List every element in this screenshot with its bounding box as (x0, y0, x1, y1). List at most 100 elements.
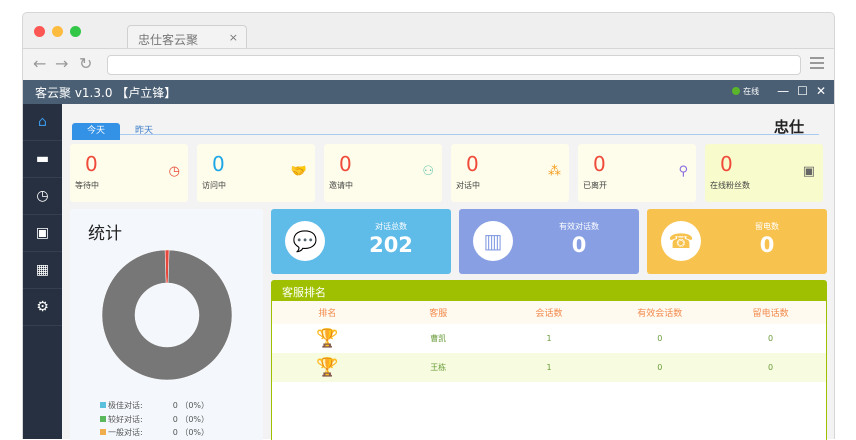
card-value: 0 (720, 152, 733, 176)
day-tabs: 今天 昨天 (72, 118, 819, 140)
gold-trophy-icon: 🏆 (316, 328, 339, 349)
total-label: 对话总数 (375, 222, 407, 231)
card-visiting: 0 访问中 🤝 (197, 144, 315, 202)
phones-count: 0 (768, 334, 774, 343)
legend-swatch (100, 402, 106, 408)
phone-icon: ☎ (661, 221, 701, 261)
tab-yesterday[interactable]: 昨天 (134, 126, 153, 136)
valid-chats-card: ▥ 有效对话数 0 (459, 209, 639, 274)
card-value: 0 (85, 152, 98, 176)
legend-item: 极佳对话: 0 （0%） (100, 399, 209, 413)
maximize-icon[interactable]: ☐ (797, 84, 808, 98)
legend-label: 极佳对话: (108, 401, 143, 410)
agent-name: 曹凯 (430, 334, 447, 343)
donut-chart (101, 249, 233, 381)
minimize-window-button[interactable] (52, 26, 63, 37)
card-chatting: 0 对话中 ⁂ (451, 144, 569, 202)
total-label: 有效对话数 (559, 222, 599, 231)
clock-icon: ◷ (168, 164, 180, 179)
card-value: 0 (339, 152, 352, 176)
forward-icon[interactable]: → (55, 54, 69, 73)
group-icon: ⁂ (548, 164, 561, 179)
maximize-window-button[interactable] (70, 26, 81, 37)
column-header: 排名 (318, 309, 337, 319)
phones-count: 0 (768, 363, 774, 372)
agent-name: 王栋 (430, 363, 447, 372)
total-chats-card: 💬 对话总数 202 (271, 209, 451, 274)
total-label: 留电数 (755, 222, 779, 231)
legend-swatch (100, 429, 106, 435)
card-online-fans: 0 在线粉丝数 ▣ (705, 144, 823, 202)
card-label: 对话中 (456, 181, 480, 190)
legend-item: 较好对话: 0 （0%） (100, 413, 209, 427)
sidebar: ⌂ ▬ ◷ ▣ ▦ ⚙ (23, 104, 62, 439)
minimize-icon[interactable]: — (777, 84, 790, 98)
user-leave-icon: ⚲ (678, 164, 688, 179)
legend-value: 0 （0%） (172, 414, 210, 424)
tab-close-icon[interactable]: × (228, 31, 238, 44)
card-label: 在线粉丝数 (710, 181, 750, 190)
statistics-panel: 统计 极佳对话: 0 （0%） 较好对话: 0 （0%） 一般对话: 0 （0%） (70, 209, 263, 440)
close-icon[interactable]: ✕ (815, 84, 826, 98)
card-label: 访问中 (202, 181, 226, 190)
table-header: 排名 客服 会话数 有效会话数 留电话数 (272, 301, 826, 324)
legend-value: 0 （0%） (172, 401, 210, 410)
card-label: 等待中 (75, 181, 99, 190)
phone-leads-card: ☎ 留电数 0 (647, 209, 827, 274)
browser-tab[interactable]: 忠仕客云聚 × (127, 25, 247, 49)
total-value: 202 (369, 233, 413, 257)
column-header: 客服 (429, 309, 448, 319)
legend-label: 较好对话: (108, 414, 143, 424)
card-value: 0 (466, 152, 479, 176)
tab-title: 忠仕客云聚 (138, 33, 199, 47)
online-dot-icon (732, 87, 741, 95)
chat-icon[interactable]: ▬ (23, 141, 62, 178)
stats-title: 统计 (88, 224, 122, 244)
total-value: 0 (571, 233, 587, 257)
profile-icon: ▣ (802, 164, 815, 179)
sessions-count: 1 (546, 363, 552, 372)
app-title: 客云聚 v1.3.0 【卢立锋】 (35, 86, 177, 100)
card-left: 0 已离开 ⚲ (578, 144, 696, 202)
valid-count: 0 (657, 363, 663, 372)
reload-icon[interactable]: ↻ (79, 54, 93, 73)
valid-count: 0 (657, 334, 663, 343)
column-header: 会话数 (535, 309, 563, 319)
card-value: 0 (212, 152, 225, 176)
briefcase-icon[interactable]: ▣ (23, 215, 62, 252)
browser-window: 忠仕客云聚 × ← → ↻ 客云聚 v1.3.0 【卢立锋】 在线 — ☐ ✕ ⌂… (22, 12, 835, 440)
legend-item: 一般对话: 0 （0%） (100, 426, 209, 440)
tab-today[interactable]: 今天 (72, 123, 120, 140)
clock-icon[interactable]: ◷ (23, 178, 62, 215)
ranking-title: 客服排名 (272, 281, 826, 301)
legend-value: 0 （0%） (172, 428, 210, 437)
card-value: 0 (593, 152, 606, 176)
brand-name: 忠仕 (773, 118, 804, 136)
card-waiting: 0 等待中 ◷ (70, 144, 188, 202)
sessions-count: 1 (546, 334, 552, 343)
column-header: 留电话数 (752, 309, 789, 319)
grid-icon[interactable]: ▦ (23, 252, 62, 289)
menu-icon[interactable] (810, 57, 824, 72)
chart-legend: 极佳对话: 0 （0%） 较好对话: 0 （0%） 一般对话: 0 （0%） (100, 399, 209, 440)
table-row: 🏆 王栋 1 0 0 (272, 353, 826, 382)
silver-trophy-icon: 🏆 (316, 357, 339, 378)
back-icon[interactable]: ← (33, 54, 47, 73)
chat-bubbles-icon: 💬 (285, 221, 325, 261)
agent-ranking-panel: 客服排名 排名 客服 会话数 有效会话数 留电话数 🏆 曹凯 1 0 0 🏆 (271, 280, 827, 440)
address-bar[interactable] (107, 55, 801, 75)
close-window-button[interactable] (34, 26, 45, 37)
handshake-icon: 🤝 (290, 164, 307, 179)
gear-icon[interactable]: ⚙ (23, 289, 62, 326)
card-label: 邀请中 (329, 181, 353, 190)
table-row: 🏆 曹凯 1 0 0 (272, 324, 826, 353)
home-icon[interactable]: ⌂ (23, 104, 62, 141)
column-header: 有效会话数 (637, 309, 683, 319)
legend-swatch (100, 415, 106, 422)
card-label: 已离开 (583, 181, 607, 190)
status-badge: 在线 (732, 86, 759, 97)
total-value: 0 (759, 233, 775, 257)
status-text: 在线 (743, 86, 760, 96)
app-titlebar: 客云聚 v1.3.0 【卢立锋】 在线 — ☐ ✕ (23, 80, 834, 104)
card-inviting: 0 邀请中 ⚇ (324, 144, 442, 202)
